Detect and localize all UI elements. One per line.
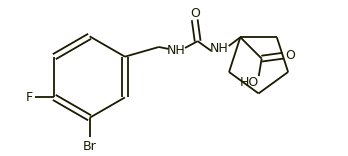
- Text: O: O: [285, 49, 295, 62]
- Text: NH: NH: [209, 42, 228, 55]
- Text: NH: NH: [167, 44, 186, 57]
- Text: O: O: [190, 7, 200, 20]
- Text: Br: Br: [83, 140, 96, 153]
- Text: HO: HO: [239, 76, 259, 89]
- Text: F: F: [25, 91, 33, 104]
